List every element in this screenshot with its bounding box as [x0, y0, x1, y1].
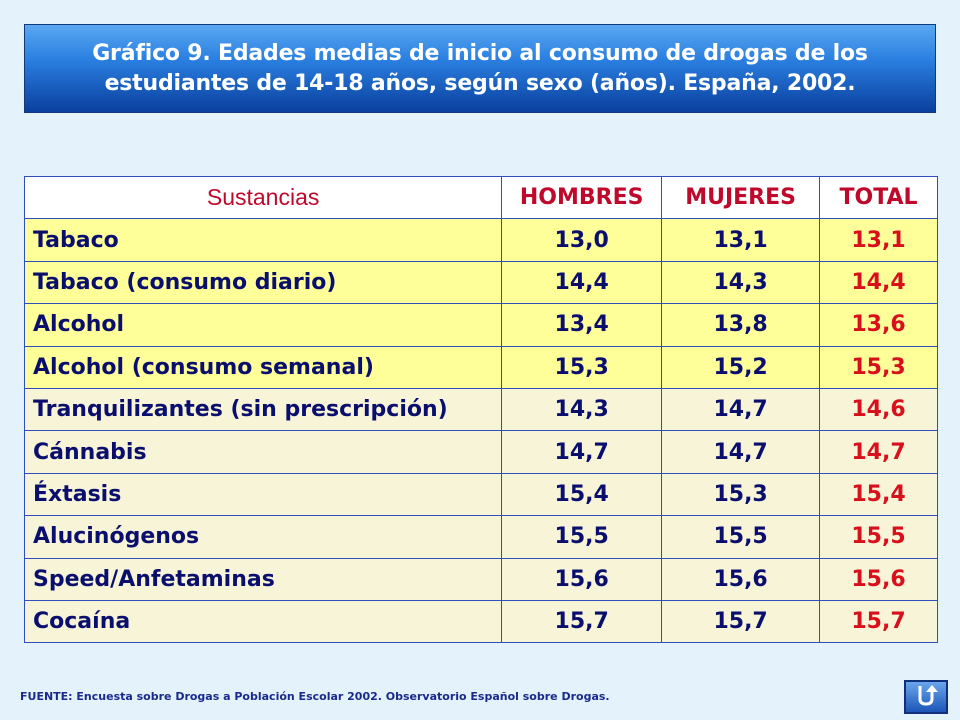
cell-sustancia: Speed/Anfetaminas — [23, 557, 503, 601]
cell-sustancia: Cánnabis — [23, 430, 503, 474]
cell-total: 14,7 — [819, 430, 938, 474]
cell-sustancia: Tabaco (consumo diario) — [23, 260, 503, 305]
cell-hombres: 13,0 — [501, 218, 663, 262]
cell-hombres: 15,5 — [501, 515, 663, 559]
column-header-sustancias: Sustancias — [23, 175, 503, 220]
table-header-row: Sustancias HOMBRES MUJERES TOTAL — [23, 175, 938, 220]
cell-mujeres: 15,6 — [661, 557, 821, 601]
data-table: Sustancias HOMBRES MUJERES TOTAL Tabaco … — [23, 175, 938, 644]
cell-sustancia: Alcohol — [23, 303, 503, 347]
cell-hombres: 15,3 — [501, 345, 663, 389]
cell-hombres: 14,3 — [501, 387, 663, 432]
cell-total: 13,6 — [819, 303, 938, 347]
table-row: Alcohol 13,4 13,8 13,6 — [23, 303, 938, 347]
cell-sustancia: Alcohol (consumo semanal) — [23, 345, 503, 389]
cell-mujeres: 15,3 — [661, 472, 821, 517]
cell-hombres: 13,4 — [501, 303, 663, 347]
cell-total: 15,3 — [819, 345, 938, 389]
cell-mujeres: 15,7 — [661, 599, 821, 644]
return-button[interactable] — [904, 680, 948, 714]
cell-mujeres: 15,2 — [661, 345, 821, 389]
cell-total: 15,6 — [819, 557, 938, 601]
cell-mujeres: 14,7 — [661, 430, 821, 474]
cell-mujeres: 14,7 — [661, 387, 821, 432]
cell-sustancia: Tabaco — [23, 218, 503, 262]
cell-total: 15,7 — [819, 599, 938, 644]
cell-mujeres: 14,3 — [661, 260, 821, 305]
cell-total: 14,6 — [819, 387, 938, 432]
cell-hombres: 14,4 — [501, 260, 663, 305]
cell-mujeres: 15,5 — [661, 515, 821, 559]
table-row: Cocaína 15,7 15,7 15,7 — [23, 599, 938, 644]
table-row: Alcohol (consumo semanal) 15,3 15,2 15,3 — [23, 345, 938, 389]
cell-sustancia: Alucinógenos — [23, 515, 503, 559]
cell-sustancia: Cocaína — [23, 599, 503, 644]
cell-hombres: 14,7 — [501, 430, 663, 474]
cell-total: 14,4 — [819, 260, 938, 305]
column-header-hombres: HOMBRES — [501, 175, 663, 220]
column-header-mujeres: MUJERES — [661, 175, 821, 220]
cell-mujeres: 13,1 — [661, 218, 821, 262]
cell-sustancia: Tranquilizantes (sin prescripción) — [23, 387, 503, 432]
table-row: Alucinógenos 15,5 15,5 15,5 — [23, 515, 938, 559]
cell-hombres: 15,4 — [501, 472, 663, 517]
table-row: Éxtasis 15,4 15,3 15,4 — [23, 472, 938, 517]
cell-mujeres: 13,8 — [661, 303, 821, 347]
table-row: Tabaco (consumo diario) 14,4 14,3 14,4 — [23, 260, 938, 305]
table-row: Tranquilizantes (sin prescripción) 14,3 … — [23, 387, 938, 432]
cell-hombres: 15,7 — [501, 599, 663, 644]
table-row: Cánnabis 14,7 14,7 14,7 — [23, 430, 938, 474]
cell-hombres: 15,6 — [501, 557, 663, 601]
source-note: FUENTE: Encuesta sobre Drogas a Població… — [20, 690, 610, 703]
table-row: Tabaco 13,0 13,1 13,1 — [23, 218, 938, 262]
cell-total: 15,5 — [819, 515, 938, 559]
table-row: Speed/Anfetaminas 15,6 15,6 15,6 — [23, 557, 938, 601]
cell-total: 15,4 — [819, 472, 938, 517]
page-title: Gráfico 9. Edades medias de inicio al co… — [92, 40, 868, 96]
return-arrow-icon — [911, 682, 941, 712]
cell-sustancia: Éxtasis — [23, 472, 503, 517]
cell-total: 13,1 — [819, 218, 938, 262]
title-banner: Gráfico 9. Edades medias de inicio al co… — [24, 24, 936, 113]
column-header-total: TOTAL — [819, 175, 938, 220]
